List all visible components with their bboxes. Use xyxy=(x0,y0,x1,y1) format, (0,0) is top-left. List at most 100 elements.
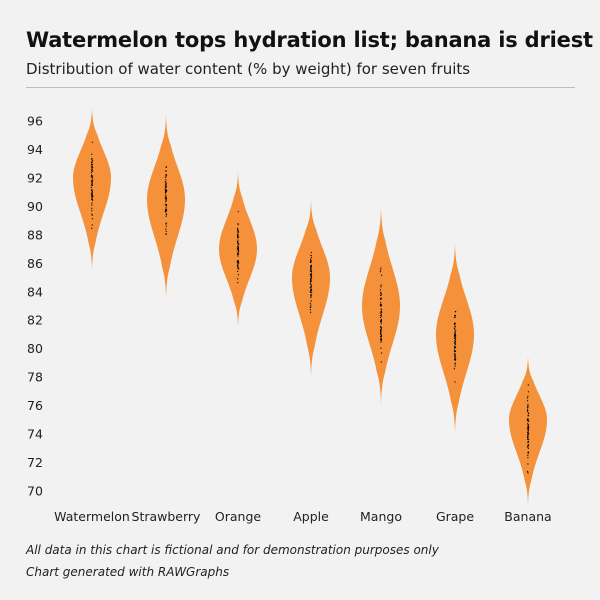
data-point xyxy=(527,444,529,446)
data-point xyxy=(91,166,93,168)
data-point xyxy=(91,196,93,198)
data-point xyxy=(165,170,167,172)
data-point xyxy=(237,251,239,254)
data-point xyxy=(527,406,529,408)
data-point xyxy=(310,300,312,302)
data-point xyxy=(380,322,382,325)
data-point xyxy=(91,170,94,172)
data-point xyxy=(165,184,167,186)
data-point xyxy=(164,195,167,197)
data-point xyxy=(527,451,529,453)
data-point xyxy=(237,234,239,236)
data-point xyxy=(310,257,313,259)
footer-note: All data in this chart is fictional and … xyxy=(26,543,439,557)
data-point xyxy=(165,207,167,209)
data-point xyxy=(309,282,312,285)
violin-apple: Apple xyxy=(292,199,330,524)
data-point xyxy=(310,275,312,277)
data-point xyxy=(165,208,168,211)
data-point xyxy=(454,336,456,338)
data-point xyxy=(454,340,456,342)
data-point xyxy=(310,267,312,269)
data-point xyxy=(91,224,93,226)
data-point xyxy=(236,229,239,231)
data-point xyxy=(380,308,382,310)
data-point xyxy=(380,339,382,341)
data-point xyxy=(527,426,530,429)
data-point xyxy=(237,261,239,263)
data-point xyxy=(237,266,239,268)
data-point xyxy=(454,329,457,331)
y-tick-label: 80 xyxy=(27,341,43,356)
data-point xyxy=(310,265,312,267)
data-point xyxy=(310,291,313,294)
data-point xyxy=(527,412,530,414)
x-category-label: Watermelon xyxy=(54,509,130,524)
data-point xyxy=(310,296,312,299)
data-point xyxy=(90,171,93,174)
data-point xyxy=(379,315,382,317)
data-point xyxy=(91,162,93,164)
data-point xyxy=(165,222,167,224)
data-point xyxy=(310,304,312,306)
data-point xyxy=(91,153,93,155)
data-point xyxy=(164,203,167,205)
x-category-label: Banana xyxy=(504,509,551,524)
data-point xyxy=(527,463,529,465)
data-point xyxy=(527,452,529,454)
data-point xyxy=(310,269,312,271)
data-point xyxy=(310,284,312,286)
data-point xyxy=(165,186,167,188)
data-point xyxy=(380,302,382,304)
data-point xyxy=(454,314,457,317)
data-point xyxy=(310,272,313,274)
data-point xyxy=(237,247,239,249)
data-point xyxy=(309,291,312,293)
data-point xyxy=(165,205,167,207)
data-point xyxy=(454,356,456,358)
data-point xyxy=(237,274,240,276)
data-point xyxy=(379,330,382,332)
data-point xyxy=(380,315,383,317)
data-point xyxy=(454,339,457,341)
data-point xyxy=(91,227,93,229)
y-tick-label: 70 xyxy=(27,484,43,499)
data-point xyxy=(165,200,167,203)
data-point xyxy=(454,326,456,328)
data-point xyxy=(454,357,456,359)
data-point xyxy=(527,428,530,430)
data-point xyxy=(380,325,382,328)
data-point xyxy=(165,179,167,181)
data-point xyxy=(310,254,312,257)
data-point xyxy=(453,337,456,339)
data-point xyxy=(310,293,312,296)
data-point xyxy=(165,215,167,217)
data-point xyxy=(527,472,529,474)
data-point xyxy=(453,328,456,330)
data-point xyxy=(527,446,529,448)
data-point xyxy=(237,231,239,234)
y-tick-label: 82 xyxy=(27,313,43,328)
data-point xyxy=(310,267,312,270)
data-point xyxy=(237,267,239,269)
data-point xyxy=(236,265,239,267)
data-point xyxy=(309,308,312,311)
data-point xyxy=(454,348,456,350)
data-point xyxy=(527,434,529,436)
violin-watermelon: Watermelon xyxy=(54,106,130,524)
data-point xyxy=(237,281,239,284)
data-point xyxy=(237,262,240,264)
data-point xyxy=(165,225,167,227)
data-point xyxy=(165,211,167,213)
title-divider xyxy=(26,87,575,88)
data-point xyxy=(527,425,530,427)
data-point xyxy=(454,316,456,319)
data-point xyxy=(91,192,93,194)
y-tick-label: 84 xyxy=(27,284,43,299)
data-point xyxy=(454,381,456,383)
data-point xyxy=(310,295,312,297)
data-point xyxy=(380,305,383,307)
data-point xyxy=(380,318,382,321)
data-point xyxy=(380,327,383,329)
data-point xyxy=(454,350,457,352)
